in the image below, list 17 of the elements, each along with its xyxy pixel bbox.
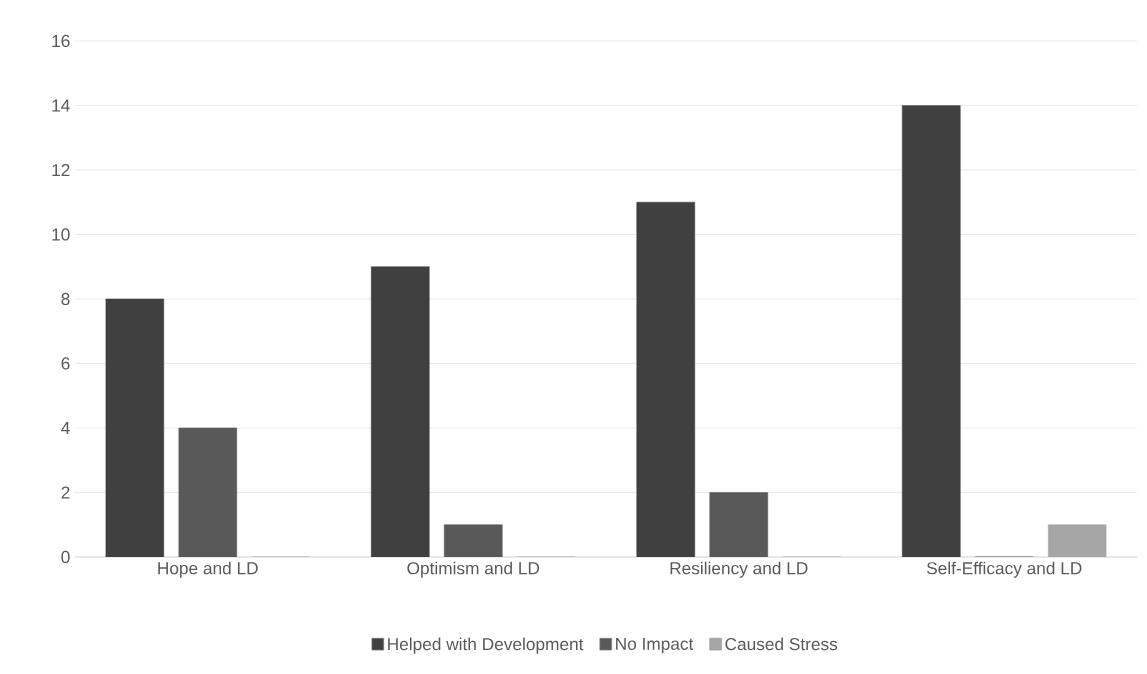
- y-tick-label: 10: [52, 228, 70, 241]
- legend-label: Caused Stress: [725, 637, 838, 651]
- y-tick-label: 14: [52, 99, 70, 112]
- x-tick-label: Resiliency and LD: [670, 561, 808, 578]
- y-tick-label: 2: [61, 486, 70, 499]
- legend-label: No Impact: [616, 637, 694, 654]
- x-tick-label: Self-Efficacy and LD: [926, 561, 1082, 578]
- y-tick-label: 16: [52, 34, 70, 48]
- y-tick-label: 6: [61, 357, 70, 370]
- x-tick-label: Optimism and LD: [407, 561, 540, 578]
- y-tick-label: 0: [61, 550, 70, 564]
- y-tick-label: 8: [61, 292, 70, 306]
- y-tick-label: 4: [61, 422, 70, 434]
- legend-label: Helped with Development: [388, 637, 584, 654]
- bar: [1047, 524, 1107, 557]
- y-tick-label: 12: [52, 163, 70, 177]
- x-tick-label: Hope and LD: [158, 561, 258, 578]
